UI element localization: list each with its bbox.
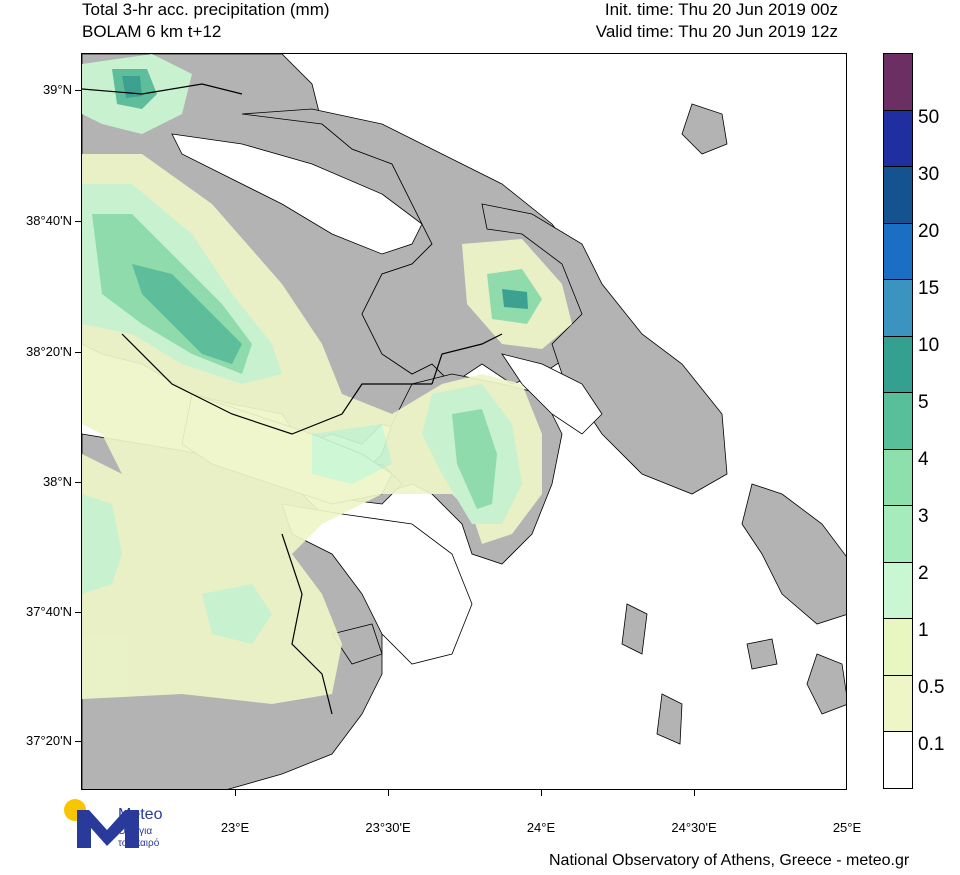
legend-label: 4 (918, 449, 929, 470)
lon-label: 25°E (832, 820, 862, 835)
lat-label: 39°N (42, 82, 72, 97)
legend-label: 50 (918, 107, 940, 128)
logo-subtitle: τον καιρό (118, 838, 160, 849)
lat-tick (75, 612, 81, 613)
lat-tick (75, 352, 81, 353)
precip-argolid-cell (202, 584, 272, 644)
kea (621, 603, 648, 655)
legend-swatch (884, 336, 912, 394)
legend-swatch (884, 449, 912, 507)
legend-label: 3 (918, 506, 929, 527)
legend-swatch (884, 732, 912, 788)
border-lines (82, 83, 503, 715)
precip-euboea-max (502, 289, 528, 309)
lon-label: 23°E (220, 820, 250, 835)
lat-label: 38°N (42, 474, 72, 489)
lon-label: 24°E (526, 820, 556, 835)
lat-tick (75, 221, 81, 222)
legend-swatch (884, 110, 912, 168)
legend-label: 2 (918, 563, 929, 584)
legend-swatch (884, 506, 912, 563)
lon-tick (388, 790, 389, 796)
lon-tick (694, 790, 695, 796)
logo-name: Meteo (118, 806, 163, 823)
precipitation-map (81, 53, 847, 790)
model-label: BOLAM 6 km t+12 (82, 22, 222, 41)
tinos (806, 653, 846, 715)
euboea (481, 203, 728, 495)
legend-label: 5 (918, 392, 929, 413)
map-canvas (82, 54, 846, 789)
lat-tick (75, 90, 81, 91)
legend-swatch (884, 280, 912, 337)
lat-label: 37°40'N (26, 604, 72, 619)
legend-label: 10 (918, 335, 940, 356)
legend-label: 0.1 (918, 734, 945, 755)
legend-swatch (884, 675, 912, 733)
hydra (331, 623, 383, 665)
precip-peloponnese-cell (82, 494, 122, 594)
precip-5-west (132, 264, 242, 364)
gulf-euboea-north (171, 133, 423, 255)
lat-tick (75, 482, 81, 483)
legend-swatch (884, 54, 912, 111)
lat-label: 37°20'N (26, 733, 72, 748)
skyros (681, 103, 728, 155)
legend-label: 0.5 (918, 677, 945, 698)
syros (746, 638, 778, 670)
valid-time: Valid time: Thu 20 Jun 2019 12z (595, 22, 838, 41)
lat-label: 38°20'N (26, 344, 72, 359)
kythnos (656, 693, 683, 745)
andros (741, 483, 846, 625)
legend-swatch (884, 167, 912, 224)
precip-central-cell (312, 424, 392, 484)
legend-swatch (884, 223, 912, 281)
legend-label: 30 (918, 164, 940, 185)
legend-swatch (884, 619, 912, 676)
lon-tick (235, 790, 236, 796)
init-time: Init. time: Thu 20 Jun 2019 00z (604, 0, 838, 19)
lat-tick (75, 741, 81, 742)
precip-legend (883, 53, 913, 789)
footer-credit: National Observatory of Athens, Greece -… (549, 852, 910, 869)
map-title: Total 3-hr acc. precipitation (mm) (82, 0, 330, 19)
legend-label: 1 (918, 620, 929, 641)
logo-subtitle: Όλα για (118, 826, 153, 837)
legend-swatch (884, 562, 912, 620)
lon-tick (541, 790, 542, 796)
lon-label: 23°30'E (365, 820, 411, 835)
legend-swatch (884, 393, 912, 450)
legend-label: 15 (918, 278, 940, 299)
lat-label: 38°40'N (26, 213, 72, 228)
saronic-gulf (281, 503, 473, 665)
lon-label: 24°30'E (671, 820, 717, 835)
precip-attica-core (452, 409, 497, 509)
meteo-logo-icon (64, 799, 139, 848)
south-euboic (501, 353, 603, 435)
legend-label: 20 (918, 221, 940, 242)
precip-layer (82, 54, 572, 704)
